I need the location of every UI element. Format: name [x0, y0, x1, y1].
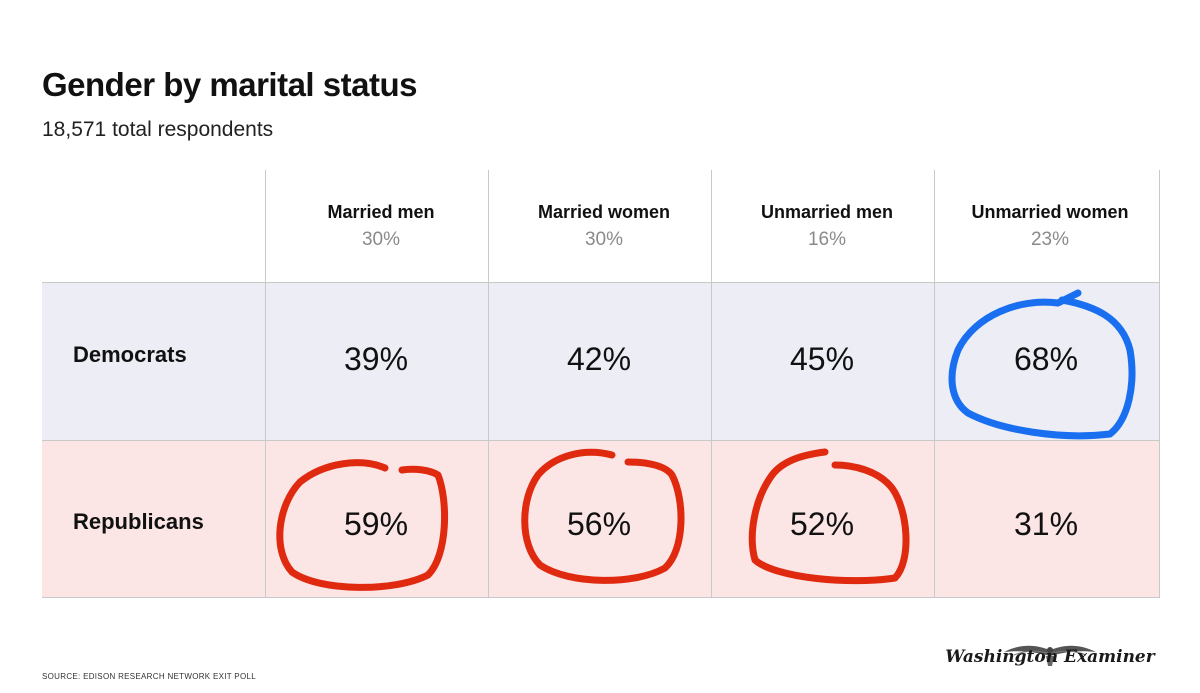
- cell-democrats-unmarried-men: 45%: [789, 341, 855, 377]
- column-name: Married women: [537, 202, 671, 222]
- cell-democrats-married-women: 42%: [566, 341, 632, 377]
- chart-subtitle: 18,571 total respondents: [42, 118, 274, 141]
- column-divider: [265, 170, 266, 598]
- column-header-married-men: Married men 30%: [270, 202, 492, 251]
- column-divider: [934, 170, 935, 598]
- cell-republicans-unmarried-women: 31%: [1013, 506, 1079, 542]
- column-share: 30%: [361, 229, 401, 250]
- source-note: SOURCE: EDISON RESEARCH NETWORK EXIT POL…: [42, 672, 256, 681]
- cell-democrats-married-men: 39%: [343, 341, 409, 377]
- column-header-married-women: Married women 30%: [493, 202, 715, 251]
- cell-republicans-unmarried-men: 52%: [789, 506, 855, 542]
- chart-title: Gender by marital status: [42, 66, 417, 103]
- column-header-unmarried-men: Unmarried men 16%: [716, 202, 938, 251]
- eagle-icon: [1004, 645, 1096, 666]
- column-name: Unmarried men: [760, 202, 894, 222]
- column-share: 30%: [584, 229, 624, 250]
- column-divider: [488, 170, 489, 598]
- cell-democrats-unmarried-women: 68%: [1013, 341, 1079, 377]
- column-share: 16%: [807, 229, 847, 250]
- row-label-democrats: Democrats: [73, 342, 187, 367]
- row-divider: [42, 597, 1160, 598]
- row-label-republicans: Republicans: [73, 509, 204, 534]
- cell-republicans-married-women: 56%: [566, 506, 632, 542]
- logo-text: Washington Examiner: [945, 647, 1155, 667]
- column-share: 23%: [1030, 229, 1070, 250]
- column-divider: [711, 170, 712, 598]
- column-name: Unmarried women: [971, 202, 1129, 222]
- washington-examiner-logo: Washington Examiner: [944, 638, 1156, 678]
- column-name: Married men: [327, 202, 435, 222]
- cell-republicans-married-men: 59%: [343, 506, 409, 542]
- column-divider: [1159, 170, 1160, 598]
- row-divider: [42, 282, 1160, 283]
- column-header-unmarried-women: Unmarried women 23%: [939, 202, 1161, 251]
- results-table: Married men 30% Married women 30% Unmarr…: [42, 170, 1160, 598]
- row-divider: [42, 440, 1160, 441]
